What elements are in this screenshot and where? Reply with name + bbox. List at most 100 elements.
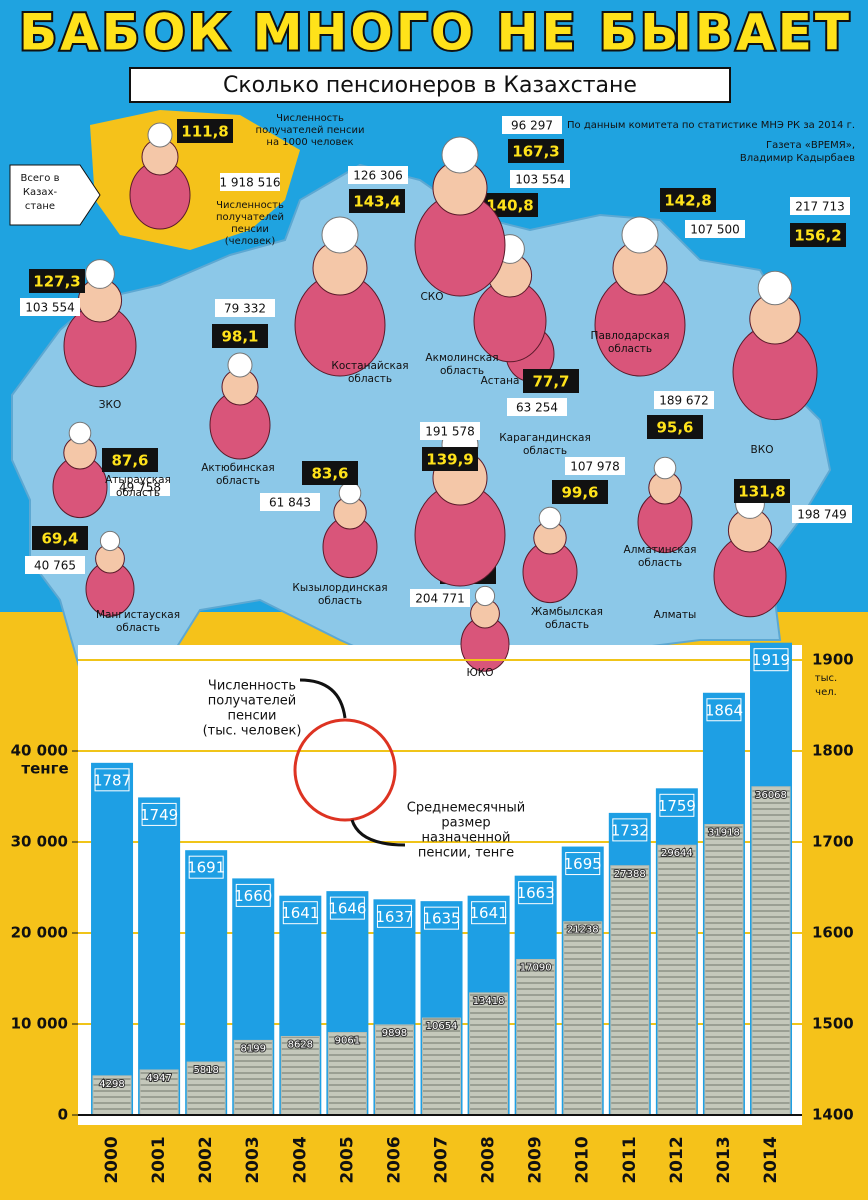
granny-hair <box>321 216 359 254</box>
bar-label: 1759 <box>658 797 696 815</box>
per-1000: 77,7 <box>532 373 569 391</box>
coin-label: 4947 <box>146 1073 171 1084</box>
credit: Владимир Кадырбаев <box>740 153 855 164</box>
x-tick-label: 2004 <box>290 1136 310 1183</box>
count: 107 500 <box>690 223 740 237</box>
per-1000: 69,4 <box>41 530 78 548</box>
bar-label-box <box>706 698 742 722</box>
annotation: пенсии <box>227 709 276 724</box>
coin-label: 5818 <box>193 1065 218 1076</box>
granny-hair <box>441 136 479 174</box>
count: 191 578 <box>425 425 475 439</box>
count: 63 254 <box>516 401 558 415</box>
bar-label-box <box>329 896 365 920</box>
count: 1 918 516 <box>219 176 280 190</box>
count: 40 765 <box>34 559 76 573</box>
coin-label: 31918 <box>708 828 740 839</box>
per-1000: 111,8 <box>181 123 228 141</box>
bar-label-box <box>235 883 271 907</box>
coin-label: 29644 <box>661 848 693 859</box>
region-name: Акмолинская <box>425 352 498 364</box>
count-box <box>25 556 85 574</box>
coin-label: 9898 <box>382 1028 407 1039</box>
region-name: область <box>638 557 682 569</box>
bar-label: 1641 <box>281 904 319 922</box>
count: 49 758 <box>119 481 161 495</box>
x-tick-label: 2014 <box>761 1136 781 1183</box>
region-name: ВКО <box>751 444 774 456</box>
granny-hair <box>227 352 253 378</box>
legend-text: получателей <box>216 212 284 223</box>
annotation: (тыс. человек) <box>203 724 302 739</box>
coin-stack <box>422 1017 462 1116</box>
region-name: Кызылординская <box>292 582 387 594</box>
coin-stack <box>327 1032 367 1116</box>
x-tick-label: 2009 <box>526 1136 546 1183</box>
count: 96 297 <box>511 119 553 133</box>
coin-label: 21238 <box>567 925 599 936</box>
bar-label-box <box>659 793 695 817</box>
region-name: область <box>523 445 567 457</box>
bar-label: 1787 <box>93 771 131 789</box>
bar-label: 1691 <box>187 859 225 877</box>
per-1000: 83,6 <box>311 465 348 483</box>
coin-stack <box>374 1024 414 1116</box>
coin-stack <box>92 1075 132 1116</box>
x-tick-label: 2013 <box>714 1136 734 1183</box>
region-name: ЮКО <box>466 667 493 679</box>
per-1000-box <box>508 139 564 163</box>
coin-label: 10654 <box>426 1021 458 1032</box>
count-box <box>410 589 470 607</box>
subtitle-box <box>129 67 731 103</box>
coin-stack <box>469 992 509 1116</box>
x-tick-label: 2006 <box>384 1136 404 1183</box>
y2-tick-label: 1500 <box>812 1015 854 1033</box>
coin-label: 17090 <box>520 962 552 973</box>
y2-tick-label: 1400 <box>812 1106 854 1124</box>
per-1000-box <box>647 415 703 439</box>
count-box <box>654 391 714 409</box>
x-tick-label: 2002 <box>196 1136 216 1183</box>
coin-stack <box>751 786 791 1116</box>
annotation: пенсии, тенге <box>418 846 514 861</box>
x-tick-label: 2008 <box>479 1136 499 1183</box>
x-tick-label: 2012 <box>667 1136 687 1183</box>
bar-label: 1749 <box>140 806 178 824</box>
per-1000-box <box>102 448 158 472</box>
granny-hair <box>338 481 362 505</box>
region-name: Жамбылская <box>531 606 603 618</box>
per-1000-box <box>349 189 405 213</box>
granny-hair <box>757 270 793 306</box>
bar-label-box <box>188 855 224 879</box>
granny-hair <box>85 259 115 289</box>
coin-stack <box>280 1035 320 1116</box>
per-1000-box <box>660 188 716 212</box>
legend-text: получателей пенсии <box>256 125 365 136</box>
per-1000-box <box>552 480 608 504</box>
region-name: область <box>545 619 589 631</box>
count: 198 749 <box>797 508 847 522</box>
annotation: Среднемесячный <box>407 801 525 816</box>
coin-label: 27388 <box>614 869 646 880</box>
granny-hair <box>147 122 173 148</box>
coin-stack <box>657 844 697 1116</box>
bar-label-box <box>282 901 318 925</box>
bar-label: 1864 <box>705 701 743 719</box>
coin-stack <box>139 1069 179 1116</box>
count-box <box>260 493 320 511</box>
title: БАБОК МНОГО НЕ БЫВАЕТ <box>19 4 849 62</box>
region-name: Алматинская <box>624 544 697 556</box>
bar-label: 1919 <box>752 651 790 669</box>
y2-tick-label: 1700 <box>812 833 854 851</box>
count-box <box>348 166 408 184</box>
count: 61 843 <box>269 496 311 510</box>
per-1000: 142,8 <box>664 192 711 210</box>
bar-label-box <box>424 906 460 930</box>
bar-label: 1641 <box>470 904 508 922</box>
per-1000: 95,6 <box>656 419 693 437</box>
per-1000-box <box>212 324 268 348</box>
per-1000: 140,8 <box>486 197 533 215</box>
per-1000-box <box>177 119 233 143</box>
per-1000-box <box>790 223 846 247</box>
